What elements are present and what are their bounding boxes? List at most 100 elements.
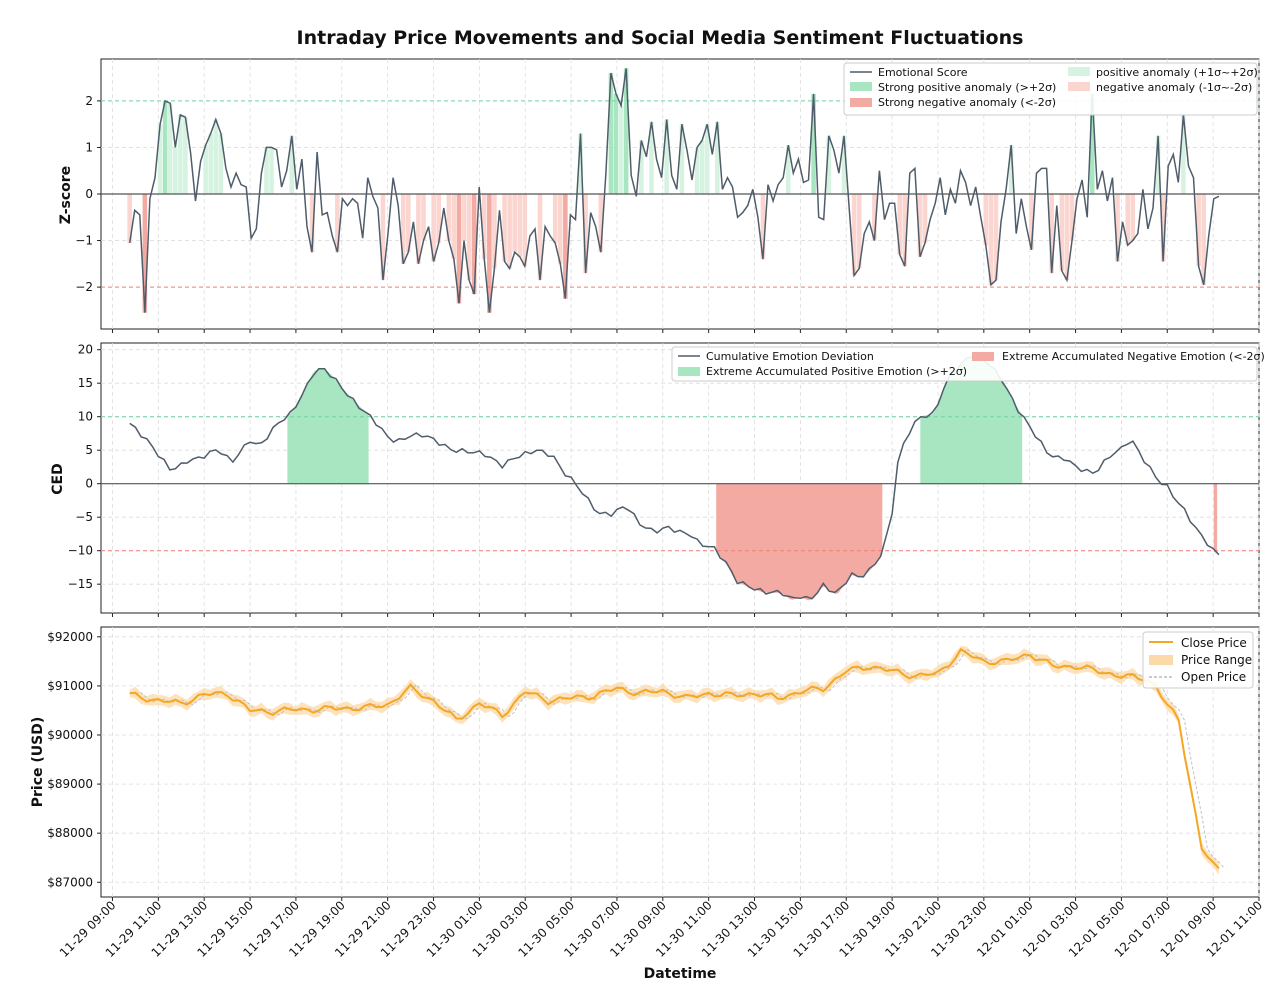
- negative-anomaly-bar: [1196, 194, 1201, 267]
- legend-ced: Cumulative Emotion Deviation: [706, 350, 874, 363]
- legend-mild-pos: positive anomaly (+1σ~+2σ): [1096, 66, 1258, 79]
- y-tick-label: −10: [68, 544, 93, 558]
- negative-anomaly-bar: [507, 194, 512, 269]
- negative-anomaly-bar: [1201, 194, 1206, 285]
- legend-strong-pos-swatch: [850, 82, 872, 91]
- negative-anomaly-bar: [466, 194, 472, 281]
- positive-anomaly-bar: [208, 133, 214, 194]
- positive-anomaly-bar: [841, 135, 847, 194]
- positive-anomaly-bar: [613, 93, 619, 194]
- legend-ced-pos-swatch: [678, 367, 700, 376]
- negative-anomaly-bar: [142, 194, 148, 313]
- negative-anomaly-bar: [1115, 194, 1120, 262]
- negative-anomaly-bar: [558, 194, 563, 264]
- negative-anomaly-bar: [487, 194, 492, 313]
- panel-frame: [100, 626, 1260, 898]
- positive-anomaly-bar: [639, 140, 644, 194]
- legend-mild-neg-swatch: [1068, 82, 1090, 91]
- price-range-band: [129, 645, 1219, 875]
- legend-emotional-score: Emotional Score: [878, 66, 968, 79]
- positive-anomaly-bar: [167, 103, 173, 194]
- extreme-negative-region: [1213, 483, 1218, 554]
- positive-anomaly-bar: [664, 119, 669, 194]
- ced-ylabel: CED: [50, 463, 66, 494]
- negative-anomaly-bar: [471, 194, 477, 295]
- zscore-legend-box: [843, 62, 1258, 116]
- negative-anomaly-bar: [537, 194, 543, 281]
- negative-anomaly-bar: [517, 194, 523, 257]
- positive-anomaly-bar: [826, 135, 832, 194]
- negative-anomaly-bar: [598, 194, 604, 253]
- negative-anomaly-bar: [335, 194, 340, 253]
- legend-strong-neg-swatch: [850, 98, 872, 107]
- positive-anomaly-bar: [623, 68, 629, 194]
- negative-anomaly-bar: [872, 194, 877, 241]
- negative-anomaly-bar: [1059, 194, 1065, 271]
- y-tick-label: 0: [85, 187, 93, 201]
- negative-anomaly-bar: [309, 194, 315, 253]
- negative-anomaly-bar: [482, 194, 487, 260]
- positive-anomaly-bar: [649, 121, 654, 194]
- x-axis-label: Datetime: [644, 966, 717, 982]
- negative-anomaly-bar: [1069, 194, 1075, 241]
- negative-anomaly-bar: [127, 194, 132, 243]
- legend-range-swatch: [1149, 655, 1173, 665]
- price-legend: Close Price Price Range Open Price: [1142, 631, 1254, 689]
- negative-anomaly-bar: [436, 194, 441, 243]
- negative-anomaly-bar: [502, 194, 507, 262]
- positive-anomaly-bar: [618, 105, 624, 194]
- negative-anomaly-bar: [583, 194, 588, 274]
- y-tick-label: 15: [78, 376, 93, 390]
- negative-anomaly-bar: [512, 194, 517, 253]
- negative-anomaly-bar: [988, 194, 994, 285]
- negative-anomaly-bar: [760, 194, 766, 260]
- chart-title: Intraday Price Movements and Social Medi…: [297, 27, 1024, 49]
- negative-anomaly-bar: [1029, 194, 1034, 250]
- positive-anomaly-bar: [178, 114, 183, 194]
- negative-anomaly-bar: [856, 194, 862, 269]
- negative-anomaly-bar: [416, 194, 421, 264]
- panel-frame: [100, 342, 1260, 614]
- negative-anomaly-bar: [1130, 194, 1136, 241]
- y-tick-label: 2: [85, 94, 93, 108]
- y-tick-label: 10: [78, 410, 93, 424]
- y-tick-label: −1: [75, 234, 93, 248]
- positive-anomaly-bar: [289, 135, 295, 194]
- negative-anomaly-bar: [993, 194, 999, 281]
- emotional-score-series: [128, 68, 1220, 313]
- positive-anomaly-bar: [269, 147, 274, 194]
- y-tick-label: 0: [85, 477, 93, 491]
- y-tick-label: $88000: [47, 826, 93, 840]
- zscore-ylabel: Z-score: [58, 166, 74, 224]
- price-legend-box: [1142, 631, 1254, 689]
- legend-strong-neg: Strong negative anomaly (<-2σ): [878, 96, 1056, 109]
- positive-anomaly-bar: [157, 124, 163, 194]
- positive-anomaly-bar: [213, 119, 219, 194]
- positive-anomaly-bar: [785, 145, 791, 194]
- y-tick-label: 20: [78, 343, 93, 357]
- positive-anomaly-bar: [218, 133, 224, 194]
- negative-anomaly-bar: [492, 194, 497, 269]
- legend-close: Close Price: [1181, 636, 1247, 650]
- positive-anomaly-bar: [1008, 145, 1014, 194]
- y-tick-label: −5: [75, 510, 93, 524]
- negative-anomaly-bar: [456, 194, 462, 304]
- positive-anomaly-bar: [704, 124, 710, 194]
- zscore-legend: Emotional Score Strong positive anomaly …: [843, 62, 1258, 116]
- positive-anomaly-bar: [699, 140, 705, 194]
- legend-ced-neg-swatch: [972, 352, 994, 361]
- negative-anomaly-bar: [431, 194, 436, 262]
- y-tick-label: $87000: [47, 875, 93, 889]
- ced-series: [129, 352, 1220, 600]
- price-ylabel: Price (USD): [30, 717, 46, 808]
- negative-anomaly-bar: [1064, 194, 1070, 281]
- y-tick-label: −2: [75, 280, 93, 294]
- negative-anomaly-bar: [1160, 194, 1166, 262]
- positive-anomaly-bar: [578, 133, 583, 194]
- legend-strong-pos: Strong positive anomaly (>+2σ): [878, 81, 1056, 94]
- y-tick-label: 1: [85, 140, 93, 154]
- negative-anomaly-bar: [897, 194, 902, 255]
- negative-anomaly-bar: [446, 194, 452, 241]
- positive-anomaly-bar: [162, 100, 168, 194]
